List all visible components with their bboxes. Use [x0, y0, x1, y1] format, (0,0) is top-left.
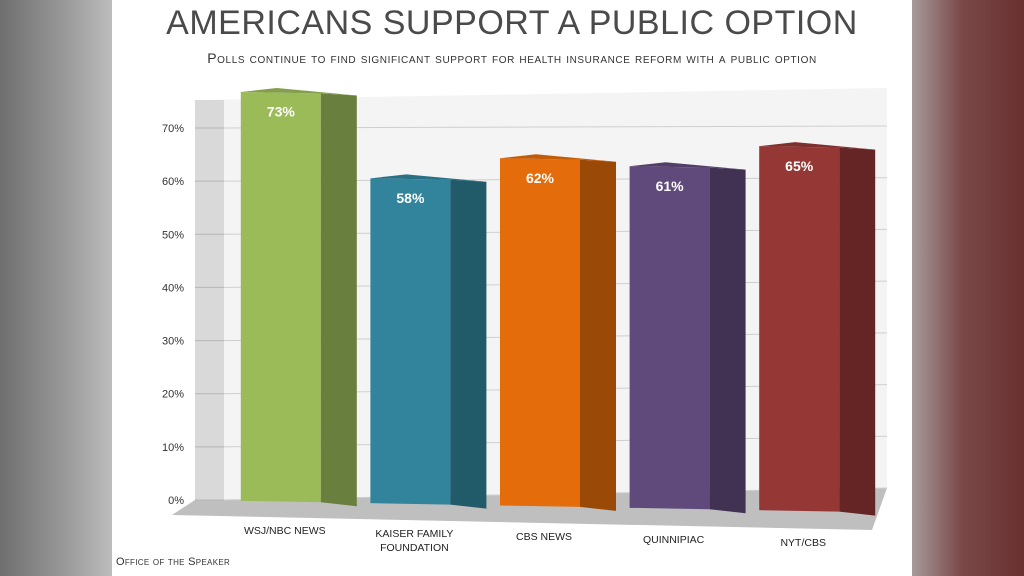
y-tick-label: 60% [162, 176, 184, 188]
bar: 73% [240, 88, 357, 507]
y-tick-label: 70% [162, 123, 184, 135]
data-label: 58% [396, 190, 425, 206]
bar-chart: 0% 10% 20% 30% 40% 50% 60% 70% 73% WSJ/NBC NEWS 58… [162, 88, 888, 554]
y-tick-label: 0% [168, 495, 184, 507]
bar-top [500, 154, 616, 162]
x-tick-label: KAISER FAMILY [375, 528, 453, 540]
x-tick-label: FOUNDATION [380, 542, 449, 554]
bar-front [759, 146, 840, 512]
data-label: 61% [656, 178, 685, 194]
bar-top [759, 142, 876, 150]
bar-front [629, 166, 710, 510]
bar-front [500, 158, 580, 507]
data-label: 73% [267, 104, 296, 120]
y-tick-label: 50% [162, 229, 184, 241]
bar: 58% [370, 174, 487, 509]
plot-area: 0% 10% 20% 30% 40% 50% 60% 70% 73% WSJ/NBC NEWS 58… [162, 88, 888, 554]
bar-front [370, 178, 451, 505]
x-tick-label: CBS NEWS [516, 531, 572, 543]
data-label: 62% [526, 170, 555, 186]
background-left [0, 0, 112, 576]
y-tick-label: 20% [162, 389, 184, 401]
y-tick-label: 10% [162, 442, 184, 454]
bar-top [370, 174, 487, 182]
chart-subtitle: Polls continue to find significant suppo… [207, 50, 817, 66]
bar: 62% [500, 154, 616, 511]
bar-side [450, 179, 487, 509]
bar: 65% [759, 142, 876, 516]
source-credit: Office of the Speaker [116, 556, 231, 568]
y-tick-label: 40% [162, 282, 184, 294]
bar: 61% [629, 162, 746, 514]
slide: AMERICANS SUPPORT A PUBLIC OPTION Polls … [112, 0, 912, 576]
y-tick-label: 30% [162, 336, 184, 348]
x-tick-label: WSJ/NBC NEWS [244, 525, 326, 537]
bar-side [839, 147, 876, 516]
bar-side [580, 159, 616, 511]
x-tick-label: NYT/CBS [780, 537, 826, 549]
background-right [912, 0, 1024, 576]
bar-top [240, 88, 357, 96]
bar-side [320, 93, 357, 507]
bar-side [709, 167, 746, 514]
bar-top [629, 162, 746, 170]
x-tick-label: QUINNIPIAC [643, 534, 705, 546]
side-wall [195, 100, 224, 500]
chart-title: AMERICANS SUPPORT A PUBLIC OPTION [166, 4, 858, 42]
data-label: 65% [785, 158, 814, 174]
bar-front [240, 92, 321, 503]
